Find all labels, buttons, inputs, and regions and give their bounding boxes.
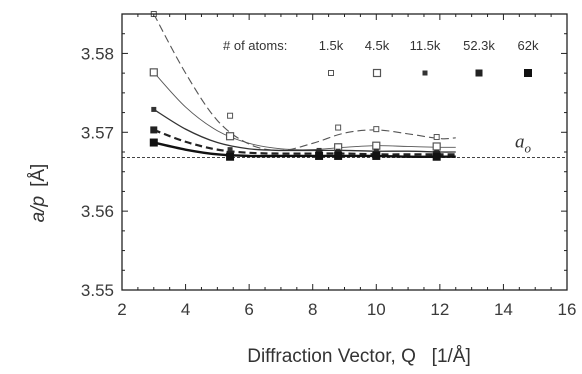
y-tick-label: 3.58 xyxy=(81,44,114,63)
reference-line-label-main: a xyxy=(515,132,525,153)
y-axis-title-unit: [Å] xyxy=(28,164,49,187)
y-axis-title: a/p [Å] xyxy=(28,164,49,223)
data-point-4.5k xyxy=(372,141,381,150)
y-axis-title-text: a/p [Å] xyxy=(28,164,49,223)
y-tick-label: 3.55 xyxy=(81,281,114,300)
legend: # of atoms: 1.5k 4.5k 11.5k 52.3k 62k xyxy=(223,38,539,78)
data-point-1.5k xyxy=(373,126,380,133)
data-point-62k xyxy=(372,151,381,160)
legend-title: # of atoms: xyxy=(223,38,287,53)
legend-label: 11.5k xyxy=(410,38,441,53)
data-point-4.5k xyxy=(432,142,441,151)
data-point-62k xyxy=(334,151,343,160)
data-point-1.5k xyxy=(433,134,440,141)
x-axis-title: Diffraction Vector, Q [1/Å] xyxy=(247,346,471,367)
legend-label: 4.5k xyxy=(365,38,390,53)
reference-line-label-sub: o xyxy=(525,141,532,156)
fit-curve-52.3k xyxy=(153,128,456,156)
reference-line-layer: ao xyxy=(122,132,567,159)
x-tick-label: 2 xyxy=(117,300,126,319)
x-tick-label: 6 xyxy=(244,300,253,319)
data-point-62k xyxy=(315,151,324,160)
data-point-52.3k xyxy=(150,126,158,134)
data-point-4.5k xyxy=(149,68,158,77)
legend-marker xyxy=(372,68,382,78)
legend-marker xyxy=(475,69,483,77)
data-point-11.5k xyxy=(227,147,233,153)
x-tick-label: 16 xyxy=(558,300,577,319)
reference-line-label: ao xyxy=(515,132,532,156)
x-tick-label: 4 xyxy=(181,300,190,319)
x-tick-label: 12 xyxy=(430,300,449,319)
x-tick-label: 14 xyxy=(494,300,513,319)
data-point-11.5k xyxy=(151,106,157,112)
legend-marker xyxy=(328,70,334,76)
y-tick-label: 3.56 xyxy=(81,202,114,221)
y-tick-label: 3.57 xyxy=(81,123,114,142)
y-axis-title-main: a/p xyxy=(28,196,49,222)
fit-curve-4.5k xyxy=(153,72,456,151)
data-point-62k xyxy=(149,138,158,147)
fit-curve-62k xyxy=(153,141,456,158)
legend-marker xyxy=(524,69,532,77)
legend-label: 1.5k xyxy=(319,38,344,53)
fit-curve-layer xyxy=(153,13,456,158)
data-point-62k xyxy=(226,152,235,161)
legend-label: 52.3k xyxy=(463,38,495,53)
x-tick-label: 8 xyxy=(308,300,317,319)
fit-curve-11.5k xyxy=(153,108,456,153)
data-point-62k xyxy=(432,152,441,161)
fit-curve-1.5k xyxy=(153,13,456,151)
tick-layer: 2 4 6 8 10 12 14 16 3.55 3.56 3.57 3.58 xyxy=(81,13,577,319)
data-point-1.5k xyxy=(227,112,234,119)
legend-label: 62k xyxy=(518,38,539,53)
data-point-4.5k xyxy=(225,132,235,141)
x-tick-label: 10 xyxy=(367,300,386,319)
data-point-1.5k xyxy=(335,124,342,131)
marker-layer xyxy=(149,11,441,161)
legend-marker xyxy=(422,70,428,76)
